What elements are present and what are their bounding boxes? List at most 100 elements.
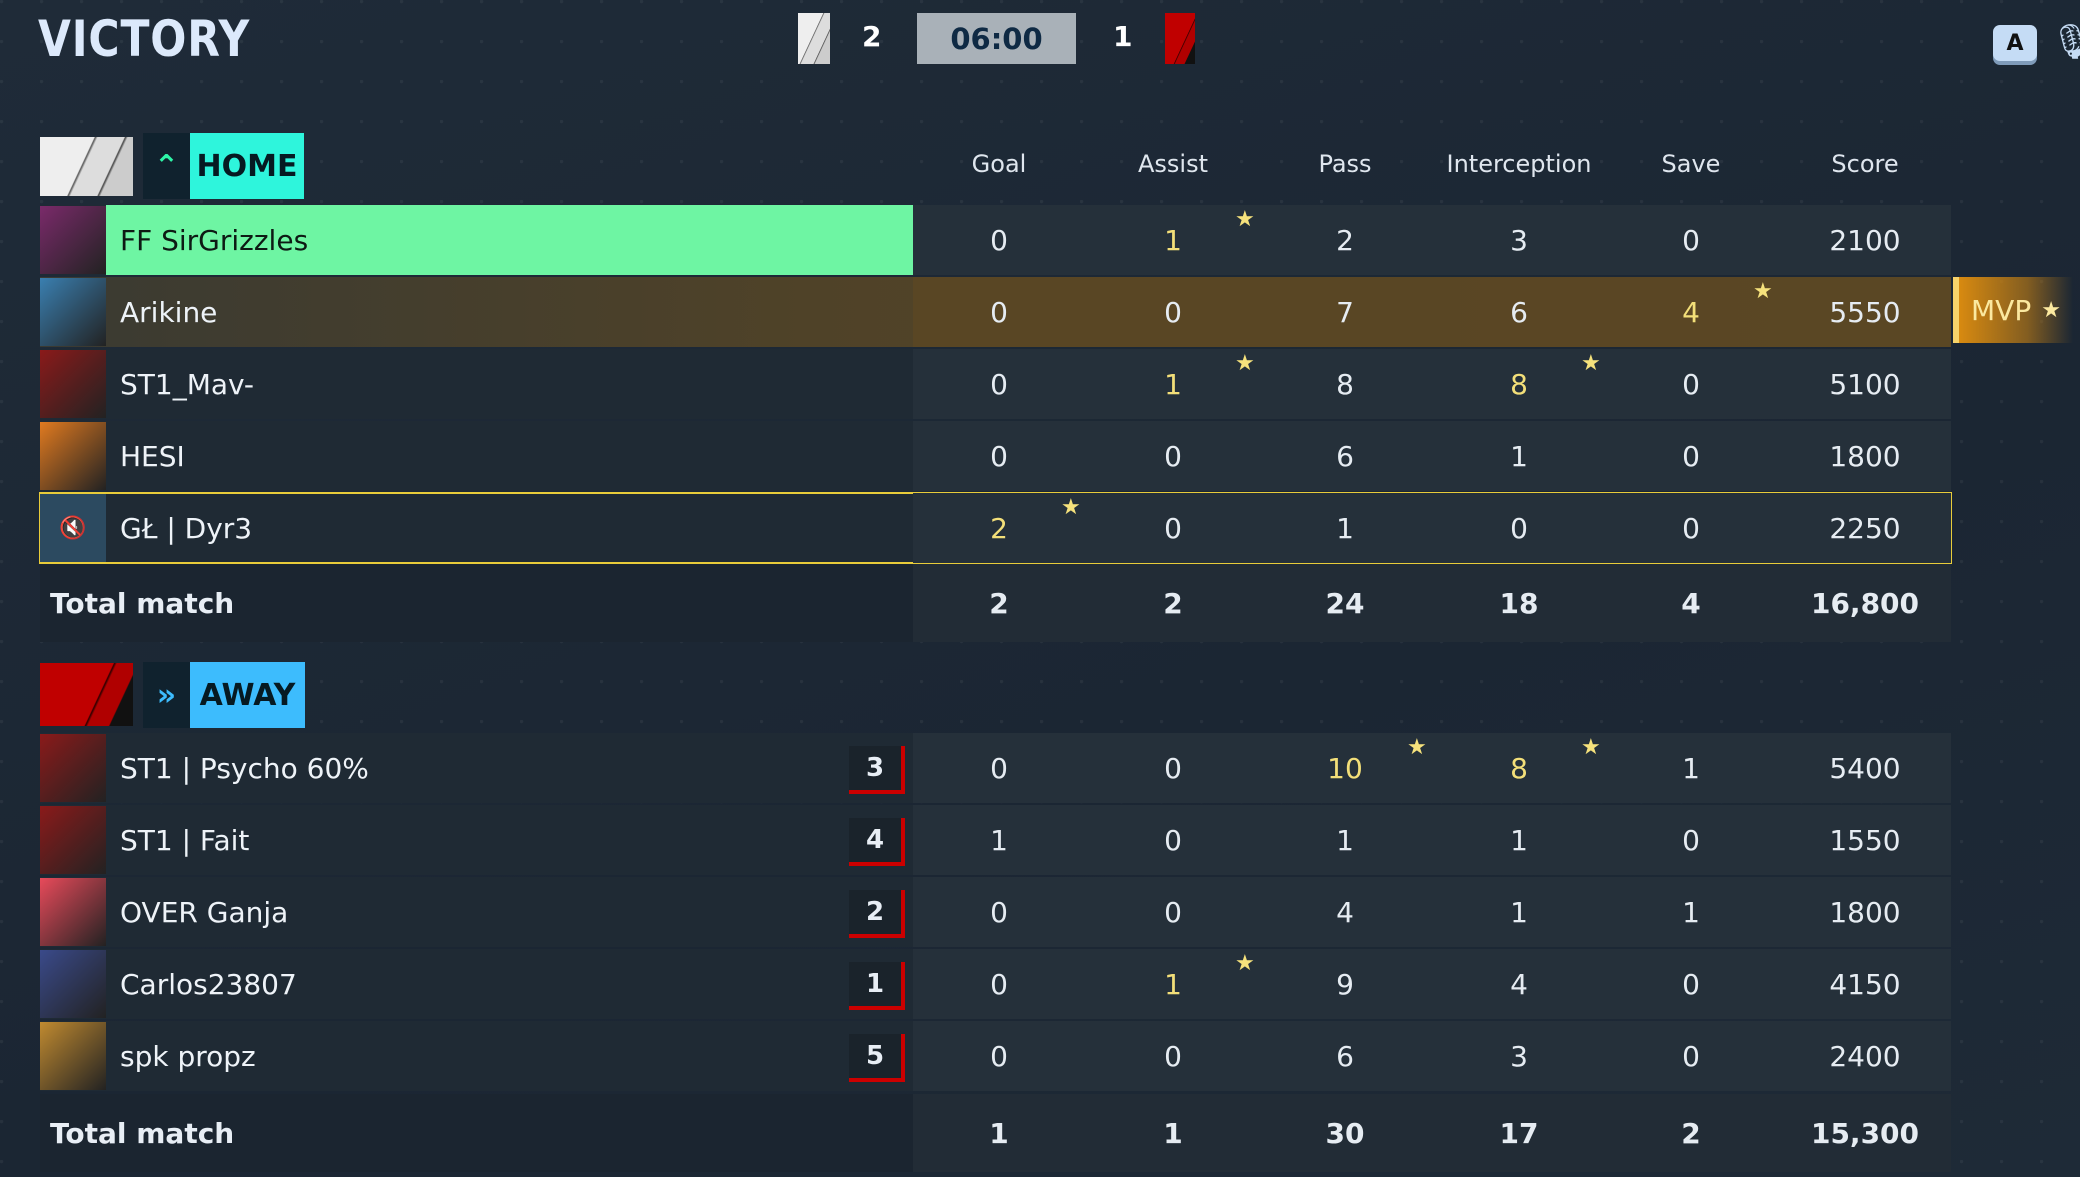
mic-muted-icon[interactable]: 🎙 — [2050, 22, 2080, 62]
star-icon: ★ — [1061, 495, 1081, 520]
column-header-save[interactable]: Save — [1661, 150, 1721, 178]
home-team-flag-large — [40, 137, 133, 196]
stat-save: 0 — [1682, 367, 1700, 401]
stats-area — [913, 949, 1951, 1019]
player-name[interactable]: ST1 | Psycho 60% — [120, 751, 369, 785]
stat-assist: 1 — [1164, 223, 1182, 257]
player-row[interactable]: ST1 | Fait 4 1 0 1 1 0 1550 — [40, 805, 1951, 875]
stat-pass: 2 — [1336, 223, 1354, 257]
column-header-pass[interactable]: Pass — [1318, 150, 1372, 178]
stat-score: 5550 — [1829, 295, 1901, 329]
player-avatar — [40, 422, 106, 490]
stat-assist: 0 — [1164, 295, 1182, 329]
stats-area — [913, 205, 1951, 275]
total-save: 4 — [1681, 586, 1701, 620]
stat-score: 5400 — [1829, 751, 1901, 785]
stat-save: 0 — [1682, 967, 1700, 1001]
stat-save: 0 — [1682, 1039, 1700, 1073]
stat-assist: 0 — [1164, 511, 1182, 545]
total-assist: 1 — [1163, 1116, 1183, 1150]
stat-score: 5100 — [1829, 367, 1901, 401]
total-save: 2 — [1681, 1116, 1701, 1150]
player-rank-badge: 4 — [849, 818, 905, 866]
player-name[interactable]: spk propz — [120, 1039, 256, 1073]
player-row[interactable]: Carlos23807 1 0 1 9 4 0 4150 ★ — [40, 949, 1951, 1019]
total-pass: 30 — [1325, 1116, 1365, 1150]
stat-save: 0 — [1682, 823, 1700, 857]
stat-assist: 1 — [1164, 367, 1182, 401]
away-score: 1 — [1113, 20, 1133, 53]
chevron-up-icon: ⌃ — [143, 133, 190, 199]
stat-goal: 0 — [990, 1039, 1008, 1073]
player-row[interactable]: OVER Ganja 2 0 0 4 1 1 1800 — [40, 877, 1951, 947]
stat-goal: 0 — [990, 367, 1008, 401]
muted-speaker-icon: 🔇 — [40, 494, 106, 562]
player-row[interactable]: spk propz 5 0 0 6 3 0 2400 — [40, 1021, 1951, 1091]
total-assist: 2 — [1163, 586, 1183, 620]
total-pass: 24 — [1325, 586, 1365, 620]
total-label: Total match — [50, 1116, 235, 1150]
player-name[interactable]: OVER Ganja — [120, 895, 289, 929]
home-total-row: Total match 2 2 24 18 4 16,800 — [40, 564, 1951, 642]
column-header-interception[interactable]: Interception — [1446, 150, 1592, 178]
star-icon: ★ — [1235, 207, 1255, 232]
stat-score: 1800 — [1829, 439, 1901, 473]
stats-area — [913, 564, 1951, 642]
stat-assist: 0 — [1164, 439, 1182, 473]
player-row[interactable]: Arikine 0 0 7 6 4 5550 ★ — [40, 277, 1951, 347]
stat-goal: 0 — [990, 439, 1008, 473]
stat-pass: 9 — [1336, 967, 1354, 1001]
stat-interception: 8 — [1510, 751, 1528, 785]
stat-save: 0 — [1682, 511, 1700, 545]
stat-pass: 10 — [1327, 751, 1363, 785]
column-header-goal[interactable]: Goal — [971, 150, 1027, 178]
player-name[interactable]: ST1 | Fait — [120, 823, 250, 857]
stat-interception: 3 — [1510, 1039, 1528, 1073]
player-rank-badge: 3 — [849, 746, 905, 794]
key-hint-a[interactable]: A — [1993, 25, 2037, 61]
star-icon: ★ — [1407, 735, 1427, 760]
player-row[interactable]: 🔇 GŁ | Dyr3 2 0 1 0 0 2250 ★ — [39, 492, 1952, 564]
stat-save: 1 — [1682, 895, 1700, 929]
stat-pass: 1 — [1336, 511, 1354, 545]
player-row[interactable]: ST1_Mav- 0 1 8 8 0 5100 ★ ★ — [40, 349, 1951, 419]
player-avatar — [40, 734, 106, 802]
player-name[interactable]: FF SirGrizzles — [106, 205, 913, 275]
column-header-assist[interactable]: Assist — [1137, 150, 1208, 178]
star-icon: ★ — [1581, 735, 1601, 760]
stat-goal: 0 — [990, 751, 1008, 785]
stat-score: 1550 — [1829, 823, 1901, 857]
total-interception: 17 — [1499, 1116, 1539, 1150]
player-row[interactable]: HESI 0 0 6 1 0 1800 — [40, 421, 1951, 491]
stat-goal: 1 — [990, 823, 1008, 857]
stat-goal: 0 — [990, 967, 1008, 1001]
stat-pass: 7 — [1336, 295, 1354, 329]
stat-interception: 1 — [1510, 895, 1528, 929]
player-avatar — [40, 278, 106, 346]
player-name[interactable]: Carlos23807 — [120, 967, 297, 1001]
player-row[interactable]: FF SirGrizzles 0 1 2 3 0 2100 ★ — [40, 205, 1951, 275]
total-interception: 18 — [1499, 586, 1539, 620]
player-name[interactable]: GŁ | Dyr3 — [120, 511, 253, 545]
stat-interception: 1 — [1510, 439, 1528, 473]
player-row[interactable]: ST1 | Psycho 60% 3 0 0 10 8 1 5400 ★ ★ — [40, 733, 1951, 803]
home-score: 2 — [862, 20, 882, 53]
total-score: 15,300 — [1810, 1116, 1920, 1150]
column-header-score[interactable]: Score — [1831, 150, 1899, 178]
stat-interception: 4 — [1510, 967, 1528, 1001]
stats-area — [913, 733, 1951, 803]
player-name[interactable]: ST1_Mav- — [120, 367, 254, 401]
player-name[interactable]: HESI — [120, 439, 185, 473]
player-rank-badge: 1 — [849, 962, 905, 1010]
stat-save: 0 — [1682, 223, 1700, 257]
stat-pass: 6 — [1336, 1039, 1354, 1073]
player-avatar — [40, 1022, 106, 1090]
player-rank-badge: 5 — [849, 1034, 905, 1082]
stats-area — [913, 1094, 1951, 1172]
stat-save: 1 — [1682, 751, 1700, 785]
stats-area — [913, 277, 1951, 347]
player-name[interactable]: Arikine — [120, 295, 218, 329]
stat-goal: 2 — [990, 511, 1008, 545]
stat-score: 2100 — [1829, 223, 1901, 257]
stat-save: 4 — [1682, 295, 1700, 329]
